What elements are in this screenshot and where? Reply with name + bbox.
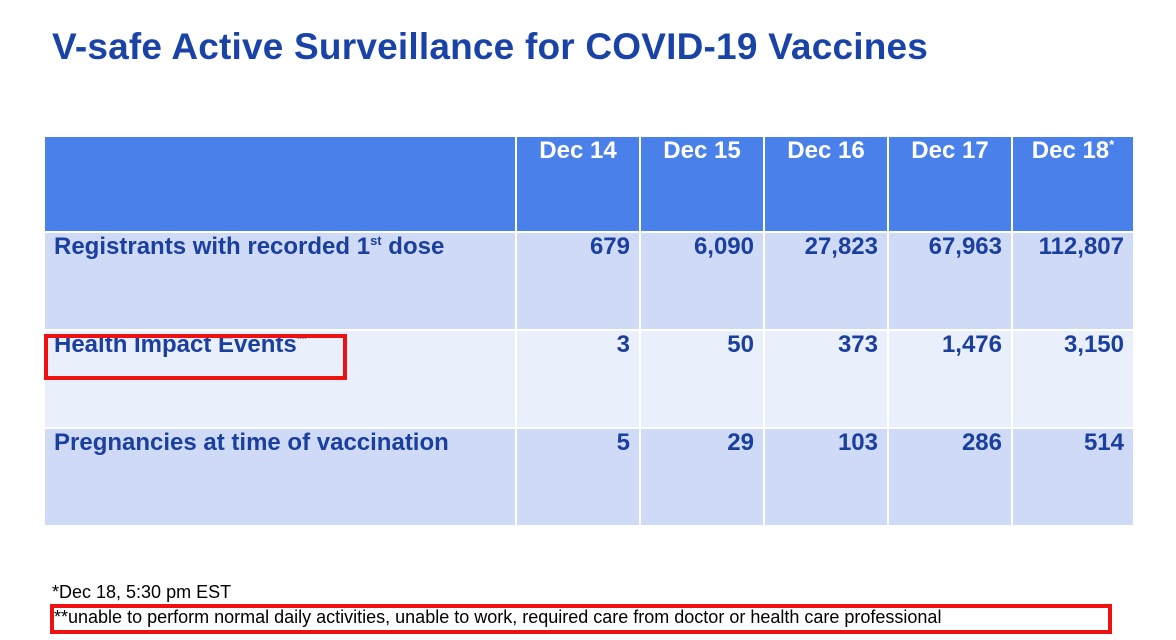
table-row: Health Impact Events** 3 50 373 1,476 3,… [43,329,1135,429]
footnote-health-events: **unable to perform normal daily activit… [54,607,942,627]
table-cell: 27,823 [763,231,889,331]
table-cell: 514 [1011,427,1135,527]
column-header-dec14: Dec 14 [515,135,641,233]
table-cell: 6,090 [639,231,765,331]
header-corner-cell [43,135,517,233]
table-cell: 50 [639,329,765,429]
table-cell: 373 [763,329,889,429]
row-label-pregnancies: Pregnancies at time of vaccination [43,427,517,527]
table-cell: 1,476 [887,329,1013,429]
table-cell: 112,807 [1011,231,1135,331]
table-header-row: Dec 14 Dec 15 Dec 16 Dec 17 Dec 18* [43,135,1135,233]
column-header-dec18: Dec 18* [1011,135,1135,233]
table-cell: 5 [515,427,641,527]
table-row: Pregnancies at time of vaccination 5 29 … [43,427,1135,527]
table-cell: 3 [515,329,641,429]
table-cell: 679 [515,231,641,331]
table-cell: 29 [639,427,765,527]
table-row: Registrants with recorded 1st dose 679 6… [43,231,1135,331]
row-label-health-impact: Health Impact Events** [43,329,517,429]
row-label-registrants: Registrants with recorded 1st dose [43,231,517,331]
footnote-dec18: *Dec 18, 5:30 pm EST [52,582,232,602]
table-cell: 103 [763,427,889,527]
table-cell: 286 [887,427,1013,527]
table-cell: 3,150 [1011,329,1135,429]
footnote-marker: * [1109,137,1115,152]
column-header-dec16: Dec 16 [763,135,889,233]
column-header-dec15: Dec 15 [639,135,765,233]
table-cell: 67,963 [887,231,1013,331]
page-title: V-safe Active Surveillance for COVID-19 … [52,26,929,67]
column-header-dec17: Dec 17 [887,135,1013,233]
surveillance-table: Dec 14 Dec 15 Dec 16 Dec 17 Dec 18* Regi… [43,135,1135,527]
